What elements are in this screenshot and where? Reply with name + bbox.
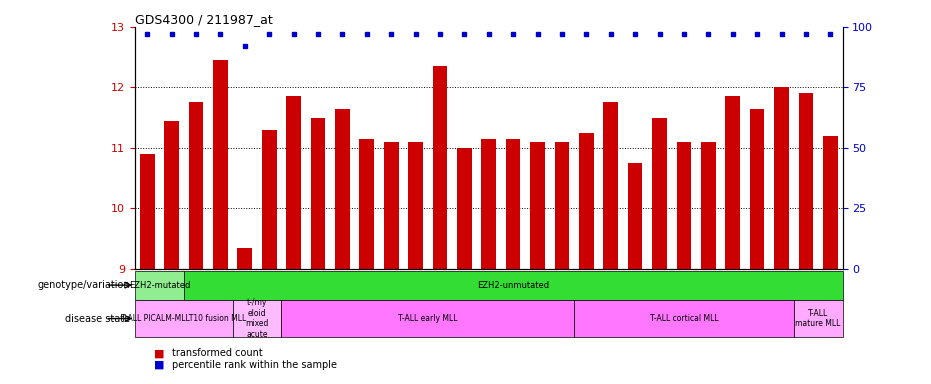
Text: EZH2-unmutated: EZH2-unmutated — [477, 281, 549, 290]
Bar — [281, 300, 574, 337]
Bar — [481, 139, 496, 269]
Text: t-/my
eloid
mixed
acute: t-/my eloid mixed acute — [245, 298, 269, 339]
Bar — [335, 109, 350, 269]
Bar — [506, 139, 520, 269]
Bar — [233, 300, 281, 337]
Bar — [823, 136, 838, 269]
Text: T-ALL early MLL: T-ALL early MLL — [398, 314, 457, 323]
Bar — [286, 96, 301, 269]
Bar — [262, 130, 277, 269]
Bar — [140, 154, 155, 269]
Text: EZH2-mutated: EZH2-mutated — [128, 281, 190, 290]
Text: percentile rank within the sample: percentile rank within the sample — [172, 360, 337, 370]
Bar — [359, 139, 374, 269]
Bar — [603, 103, 618, 269]
Bar — [794, 300, 843, 337]
Text: T-ALL PICALM-MLLT10 fusion MLL: T-ALL PICALM-MLLT10 fusion MLL — [121, 314, 247, 323]
Text: genotype/variation: genotype/variation — [38, 280, 130, 290]
Bar — [701, 142, 716, 269]
Bar — [574, 300, 794, 337]
Bar — [799, 93, 814, 269]
Bar — [213, 60, 228, 269]
Bar — [653, 118, 667, 269]
Bar — [457, 148, 472, 269]
Bar — [409, 142, 423, 269]
Text: disease state: disease state — [65, 313, 130, 324]
Text: ■: ■ — [154, 360, 164, 370]
Bar — [725, 96, 740, 269]
Bar — [384, 142, 398, 269]
Bar — [164, 121, 179, 269]
Text: transformed count: transformed count — [172, 348, 263, 358]
Bar — [237, 248, 252, 269]
Bar — [555, 142, 569, 269]
Bar — [135, 300, 233, 337]
Bar — [311, 118, 325, 269]
Bar — [433, 66, 447, 269]
Bar — [531, 142, 545, 269]
Bar — [627, 163, 642, 269]
Text: T-ALL cortical MLL: T-ALL cortical MLL — [650, 314, 719, 323]
Text: T-ALL
mature MLL: T-ALL mature MLL — [795, 309, 841, 328]
Text: ■: ■ — [154, 348, 164, 358]
Bar — [677, 142, 692, 269]
Text: GDS4300 / 211987_at: GDS4300 / 211987_at — [135, 13, 273, 26]
Bar — [775, 88, 789, 269]
Bar — [749, 109, 764, 269]
Bar — [189, 103, 203, 269]
Bar — [135, 271, 183, 300]
Bar — [579, 133, 594, 269]
